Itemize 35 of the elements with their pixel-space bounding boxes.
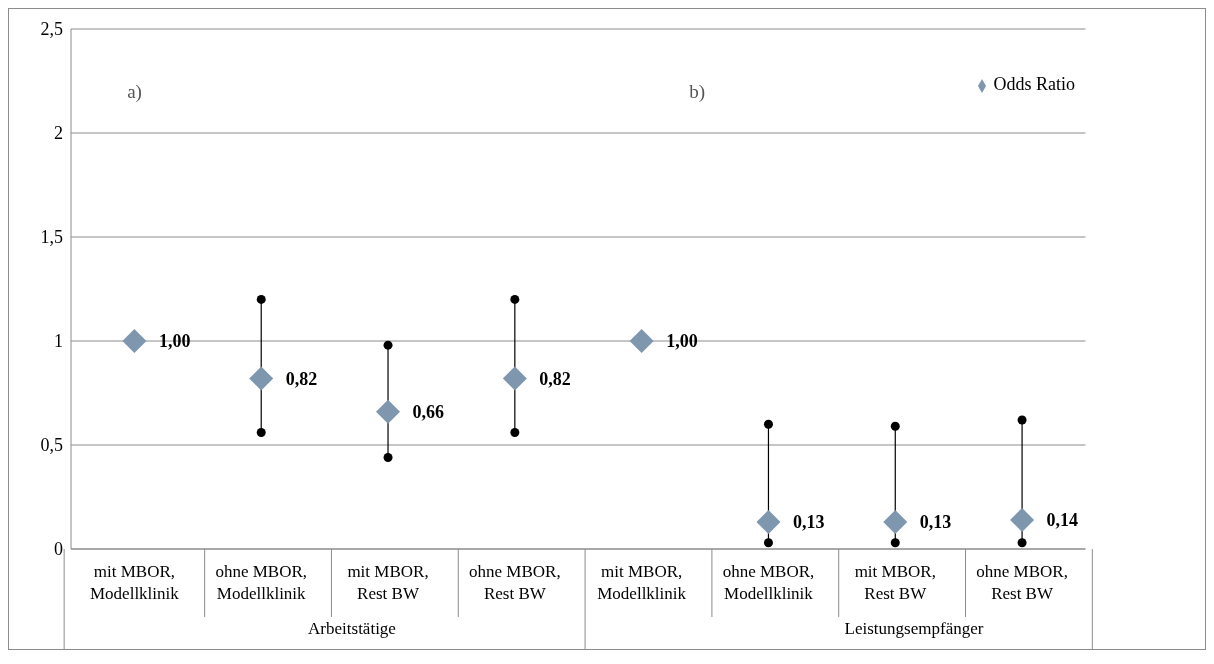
y-tick-label: 2,5 — [40, 19, 63, 40]
y-tick-label: 1 — [54, 331, 63, 352]
annotation: a) — [127, 81, 142, 103]
data-label: 0,13 — [792, 512, 825, 533]
data-label: 0,14 — [1046, 510, 1079, 531]
text: Arbeitstätige — [307, 619, 397, 639]
data-label: 1,00 — [666, 331, 698, 352]
point — [249, 366, 274, 391]
x-tick-label: ohne MBOR, Rest BW — [976, 562, 1068, 603]
x-tick-label: mit MBOR, Modellklinik — [90, 562, 180, 603]
point — [502, 366, 527, 391]
point — [1010, 507, 1035, 532]
x-tick-label: ohne MBOR, Rest BW — [469, 562, 561, 603]
point — [122, 329, 147, 353]
legend-label: Odds Ratio — [993, 74, 1075, 94]
y-tick-label: 0,5 — [40, 435, 63, 456]
y-tick-label: 1,5 — [40, 227, 63, 248]
data-label: 0,82 — [285, 368, 318, 389]
x-tick-label: mit MBOR, Rest BW — [347, 562, 429, 603]
data-label: 0,66 — [412, 402, 445, 423]
point — [883, 509, 908, 534]
x-tick-label: ohne MBOR, Modellklinik — [215, 562, 308, 603]
data-label: 0,13 — [919, 512, 952, 533]
data-label: 0,82 — [539, 368, 571, 389]
x-tick-label: mit MBOR, Modellklinik — [597, 562, 687, 603]
point — [756, 509, 781, 534]
point — [629, 329, 654, 353]
annotation: b) — [689, 81, 706, 103]
x-tick-label: ohne MBOR, Modellklinik — [722, 562, 815, 603]
point — [376, 399, 401, 424]
y-tick-label: 2 — [54, 123, 63, 144]
y-tick-label: 0 — [54, 539, 63, 560]
text: Leistungsempfänger — [843, 619, 985, 639]
x-tick-label: mit MBOR, Rest BW — [854, 562, 936, 603]
data-label: 1,00 — [158, 331, 191, 352]
